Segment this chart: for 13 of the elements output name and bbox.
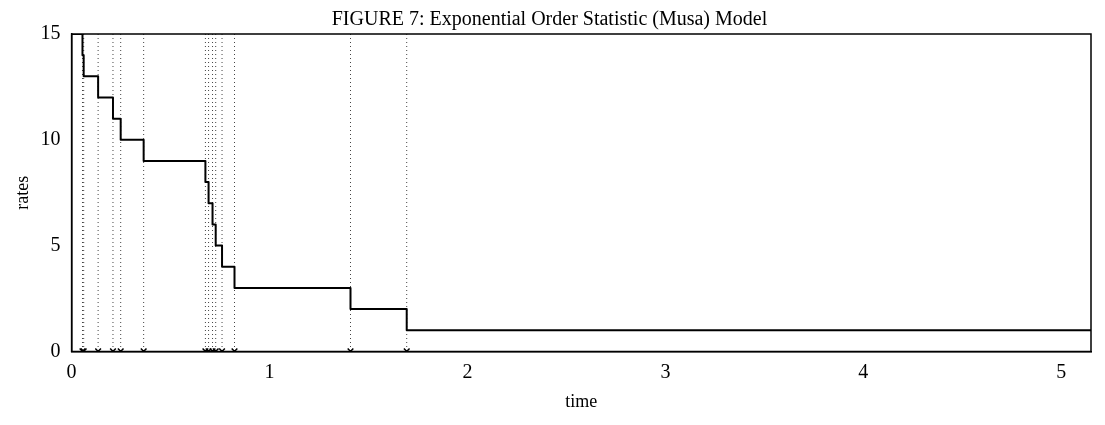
y-tick-label: 15 bbox=[40, 21, 61, 44]
chart-title: FIGURE 7: Exponential Order Statistic (Musa) Model bbox=[331, 7, 768, 31]
y-tick-label: 10 bbox=[40, 127, 61, 150]
x-tick-label: 5 bbox=[1056, 359, 1067, 382]
x-axis-title: time bbox=[565, 390, 598, 411]
x-tick-label: 1 bbox=[264, 359, 275, 382]
y-axis-title: rates bbox=[11, 175, 32, 210]
y-tick-label: 5 bbox=[50, 232, 61, 255]
x-tick-label: 3 bbox=[660, 359, 671, 382]
x-tick-label: 4 bbox=[858, 359, 869, 382]
x-tick-label: 2 bbox=[462, 359, 473, 382]
y-tick-label: 0 bbox=[50, 338, 61, 361]
x-tick-label: 0 bbox=[66, 359, 77, 382]
